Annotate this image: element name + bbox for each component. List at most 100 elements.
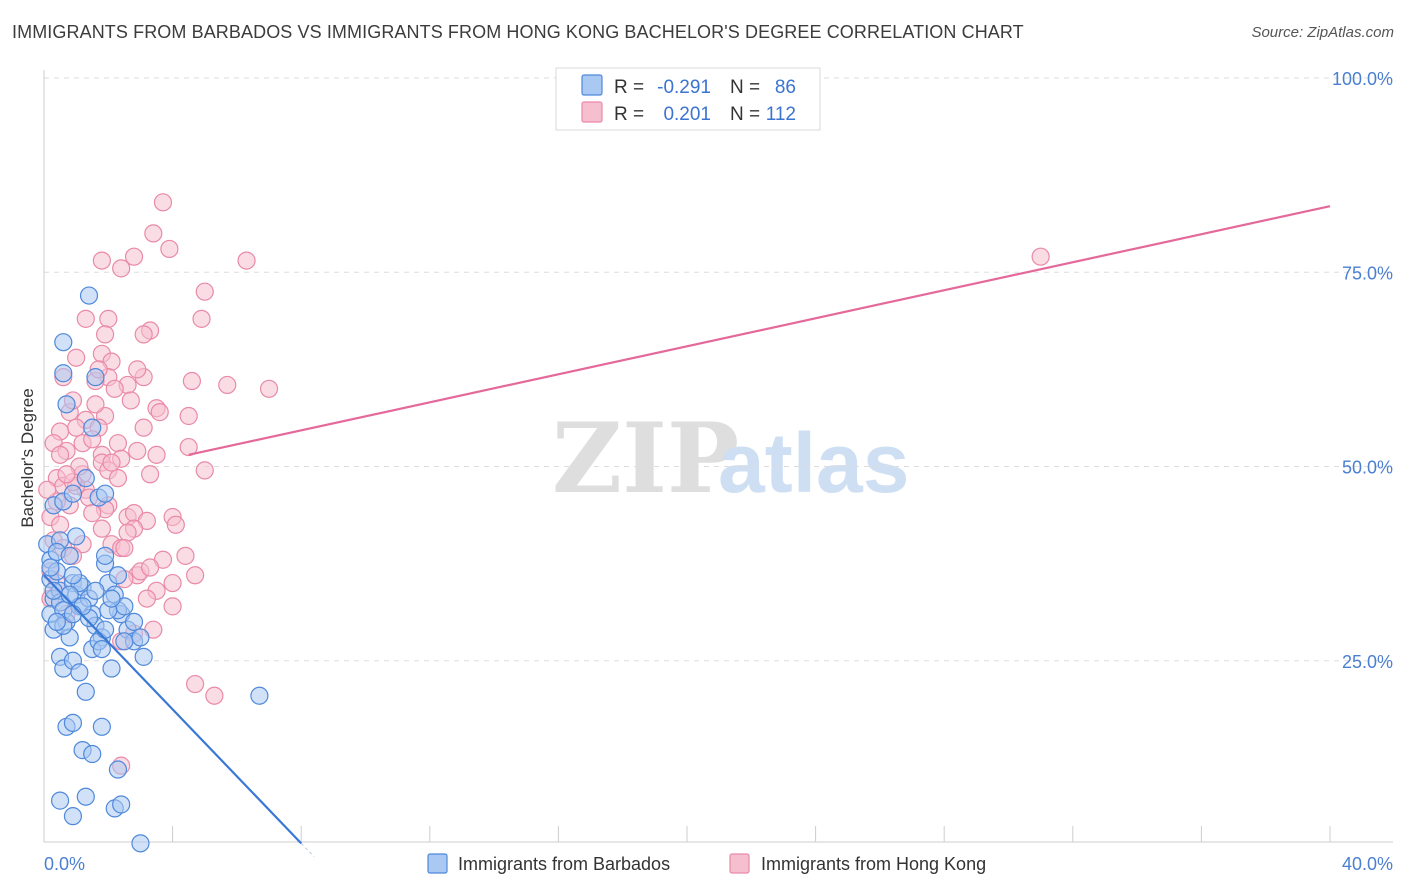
data-point-hong-kong — [108, 469, 128, 488]
data-point-hong-kong — [179, 437, 198, 457]
data-point-hong-kong — [153, 193, 173, 212]
trend-line-barbados-extension — [300, 842, 315, 858]
stats-r-value-barbados: -0.291 — [657, 77, 711, 98]
data-point-barbados — [86, 368, 105, 387]
data-point-barbados — [63, 605, 83, 624]
data-point-barbados — [41, 558, 60, 577]
data-point-hong-kong — [124, 247, 144, 266]
data-point-hong-kong — [144, 224, 163, 243]
data-point-barbados — [44, 581, 63, 600]
data-point-hong-kong — [163, 597, 182, 616]
data-point-hong-kong — [67, 348, 86, 367]
data-point-hong-kong — [112, 259, 131, 278]
stats-legend-swatch-hong-kong — [581, 101, 603, 123]
stats-r-label-hong-kong: R = — [614, 104, 644, 125]
data-point-hong-kong — [186, 566, 205, 585]
series-legend: Immigrants from Barbados Immigrants from… — [427, 853, 986, 874]
data-point-hong-kong — [182, 371, 201, 391]
data-point-barbados — [95, 620, 115, 639]
data-point-hong-kong — [38, 480, 57, 499]
data-point-barbados — [131, 834, 150, 853]
data-point-hong-kong — [259, 379, 279, 398]
stats-n-value-barbados: 86 — [775, 77, 796, 98]
data-point-hong-kong — [50, 515, 70, 534]
data-point-hong-kong — [147, 445, 166, 464]
data-point-hong-kong — [195, 282, 214, 301]
watermark-zip: ZIP — [552, 402, 739, 515]
data-point-barbados — [95, 484, 115, 503]
data-point-barbados — [108, 760, 128, 779]
legend-swatch-barbados — [427, 853, 448, 874]
data-point-hong-kong — [128, 441, 147, 461]
data-point-hong-kong — [134, 325, 153, 344]
data-point-barbados — [92, 717, 111, 736]
stats-r-label-barbados: R = — [614, 77, 644, 98]
gridlines — [44, 77, 1393, 662]
y-axis-tick-labels: 25.0% 50.0% 75.0% 100.0% — [1332, 69, 1393, 672]
trend-line-barbados — [43, 574, 302, 845]
legend-swatch-hong-kong — [729, 853, 750, 874]
data-point-hong-kong — [140, 465, 160, 484]
data-point-hong-kong — [150, 403, 169, 422]
data-point-hong-kong — [57, 465, 76, 484]
data-point-barbados — [112, 795, 131, 814]
data-point-barbados — [63, 713, 83, 733]
data-point-barbados — [54, 364, 73, 383]
data-point-barbados — [63, 566, 83, 585]
data-point-hong-kong — [176, 546, 195, 565]
y-tick-label: 100.0% — [1332, 69, 1393, 89]
data-point-barbados — [102, 589, 121, 608]
data-point-barbados — [83, 418, 102, 437]
data-point-hong-kong — [218, 375, 237, 395]
data-point-hong-kong — [115, 538, 134, 558]
data-point-barbados — [76, 682, 95, 701]
data-point-barbados — [108, 566, 128, 585]
data-point-hong-kong — [92, 519, 111, 538]
data-point-hong-kong — [76, 309, 95, 328]
data-point-hong-kong — [102, 453, 121, 472]
data-point-barbados — [115, 632, 134, 651]
data-point-barbados — [57, 395, 76, 414]
data-point-hong-kong — [67, 418, 86, 437]
data-point-barbados — [95, 546, 115, 565]
data-point-barbados — [79, 286, 99, 305]
data-point-barbados — [60, 546, 79, 565]
data-point-hong-kong — [99, 309, 118, 328]
data-point-barbados — [70, 663, 89, 682]
trend-line-hong-kong — [188, 205, 1331, 456]
x-tick-label-max: 40.0% — [1342, 854, 1393, 874]
x-axis-ticks — [172, 826, 1331, 842]
data-point-barbados — [250, 686, 269, 705]
stats-n-label-hong-kong: N = — [730, 104, 760, 125]
legend-label-hong-kong: Immigrants from Hong Kong — [761, 854, 986, 874]
data-point-hong-kong — [195, 461, 214, 480]
data-point-hong-kong — [128, 360, 147, 379]
data-point-hong-kong — [83, 504, 102, 523]
data-point-barbados — [47, 612, 66, 632]
data-point-hong-kong — [137, 589, 156, 608]
data-point-barbados — [86, 581, 105, 600]
source-credit: Source: ZipAtlas.com — [1251, 24, 1394, 41]
stats-legend: R = -0.291 N = 86 R = 0.201 N = 112 — [555, 67, 821, 131]
data-point-barbados — [83, 744, 102, 764]
y-axis-label: Bachelor's Degree — [18, 388, 37, 527]
data-point-barbados — [131, 628, 150, 647]
series-barbados-points — [38, 286, 269, 853]
stats-n-label-barbados: N = — [730, 77, 760, 98]
watermark: ZIP atlas — [552, 402, 909, 515]
data-point-barbados — [76, 787, 95, 806]
data-point-barbados — [50, 791, 70, 810]
stats-n-value-hong-kong: 112 — [766, 104, 796, 125]
data-point-barbados — [102, 659, 121, 678]
chart-title: IMMIGRANTS FROM BARBADOS VS IMMIGRANTS F… — [12, 22, 1024, 42]
data-point-barbados — [63, 484, 83, 503]
data-point-hong-kong — [105, 379, 124, 398]
data-point-hong-kong — [186, 674, 205, 694]
x-tick-label-min: 0.0% — [44, 854, 85, 874]
data-point-hong-kong — [1031, 247, 1050, 266]
data-point-hong-kong — [160, 239, 179, 259]
data-point-barbados — [63, 807, 83, 826]
legend-label-barbados: Immigrants from Barbados — [458, 854, 670, 874]
y-tick-label: 75.0% — [1342, 263, 1393, 283]
